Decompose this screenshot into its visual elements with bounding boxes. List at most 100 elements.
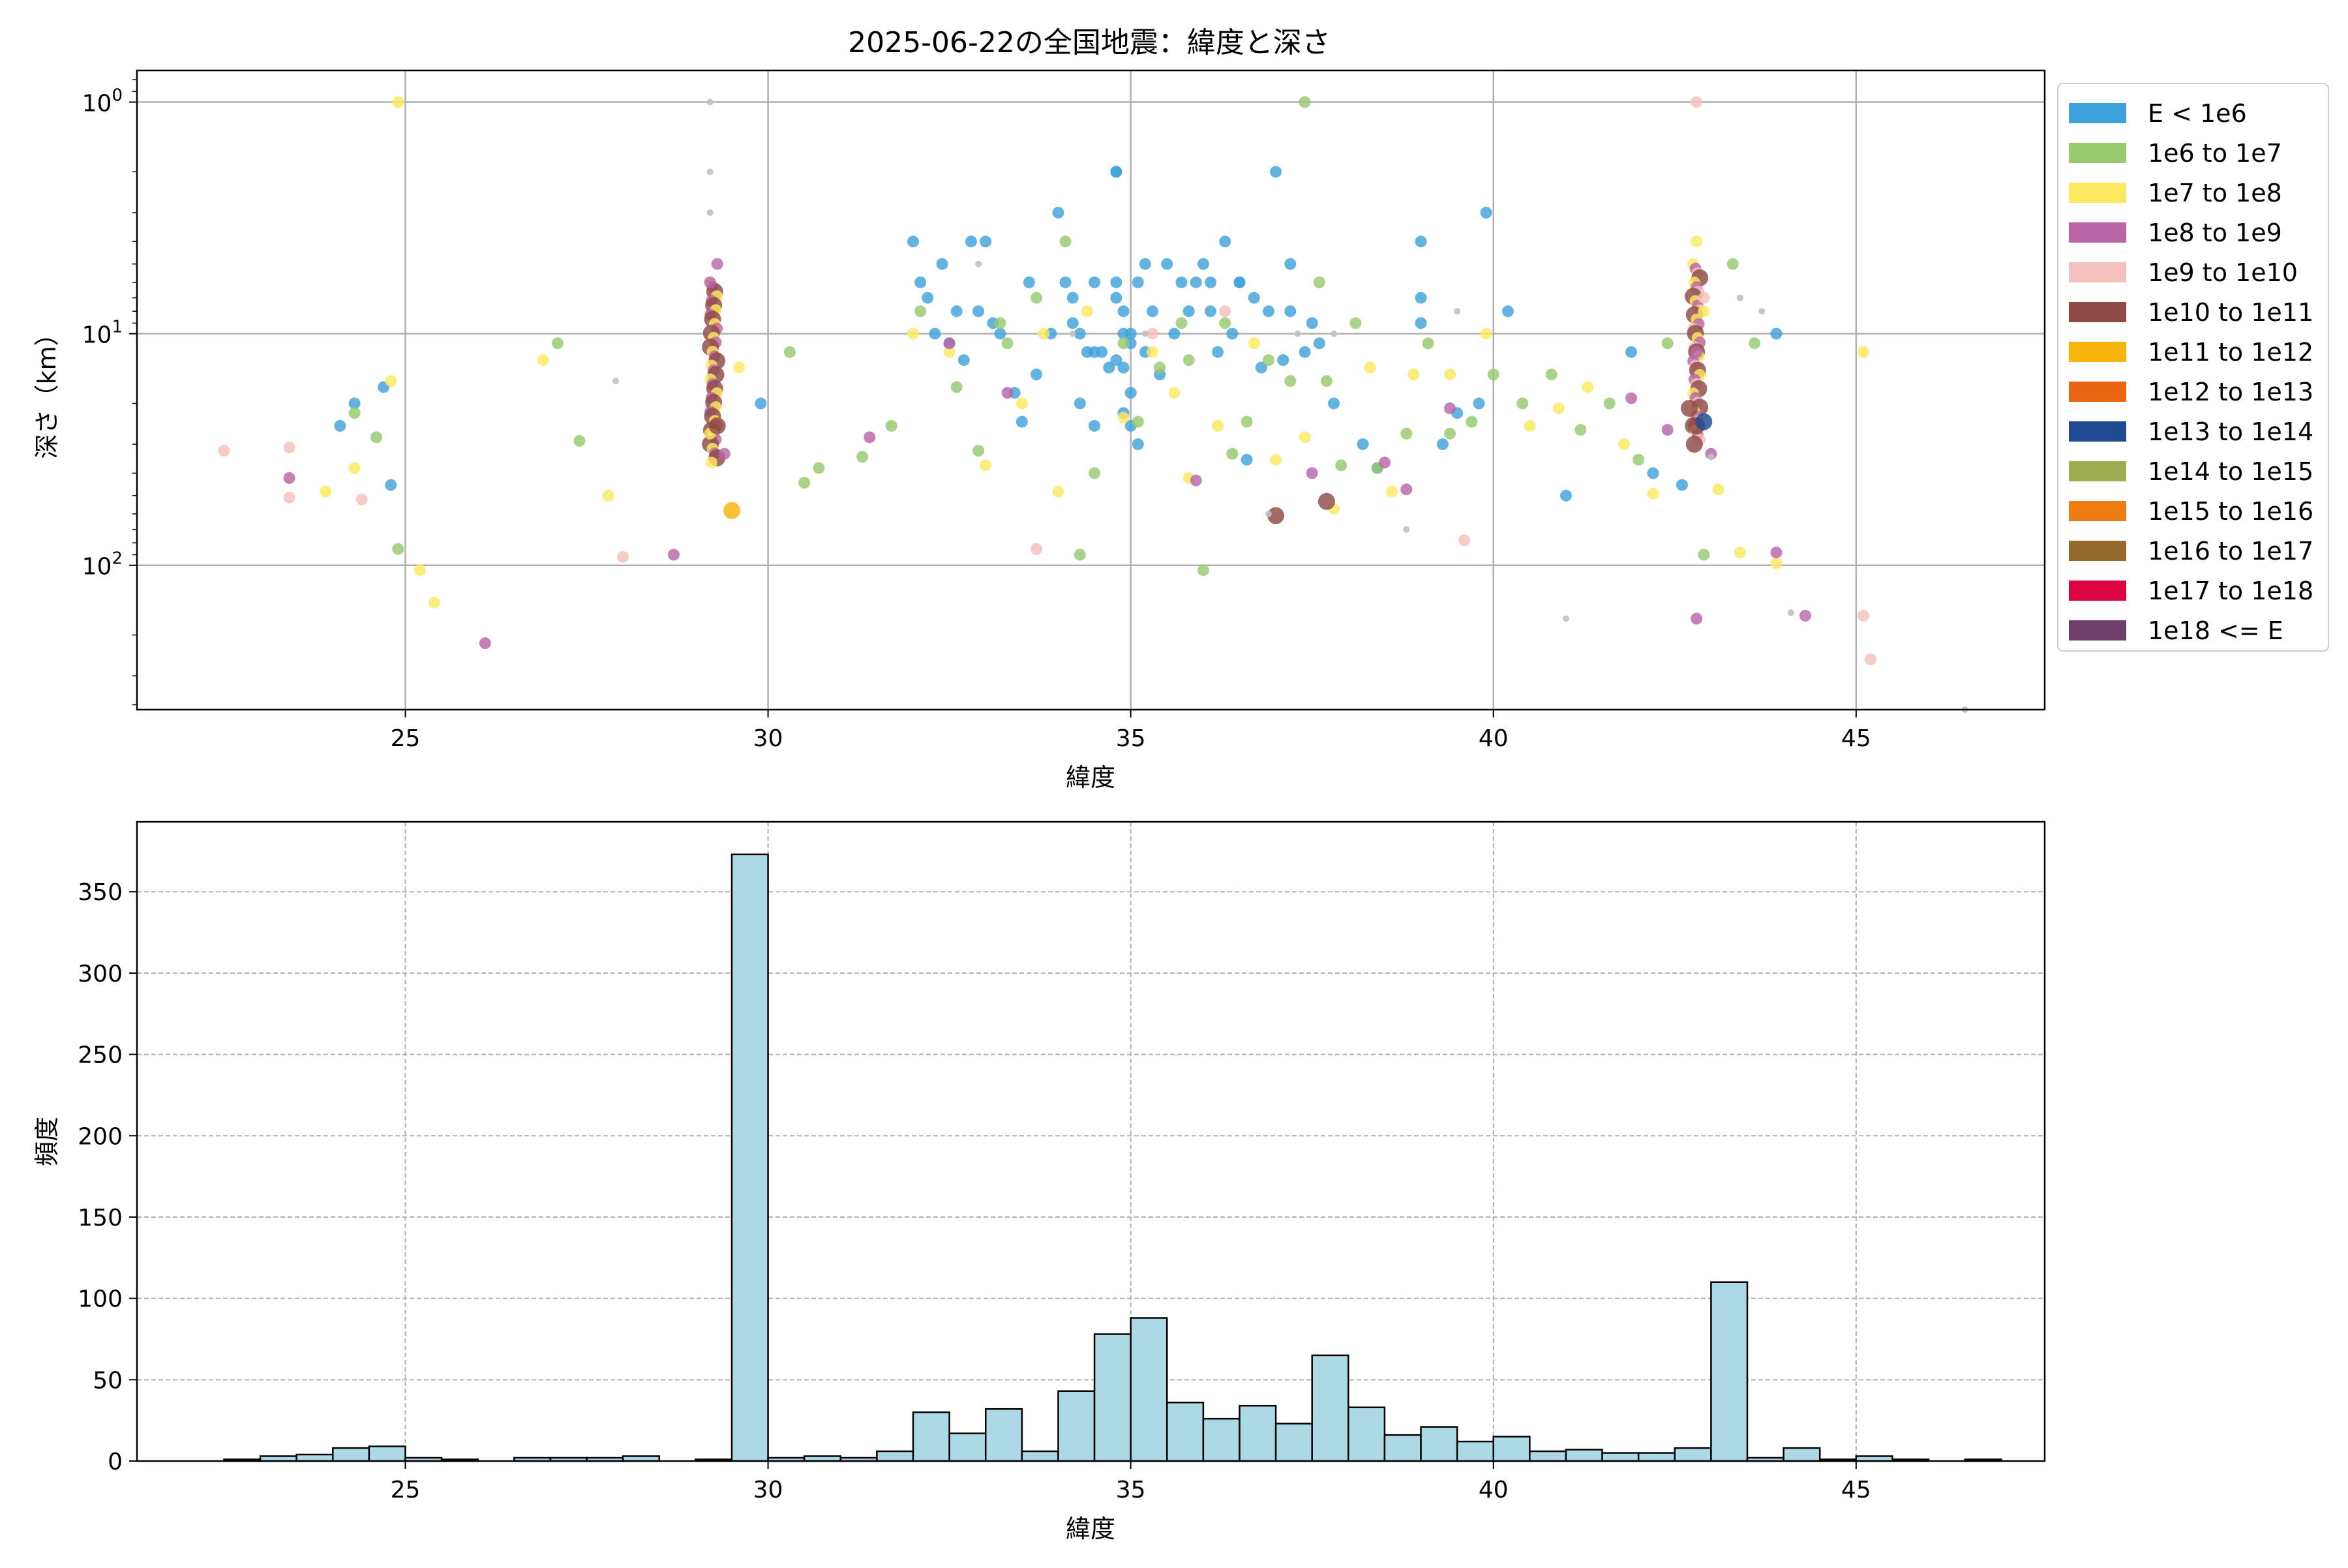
scatter-point <box>980 235 992 248</box>
legend-label: 1e7 to 1e8 <box>2148 179 2282 207</box>
scatter-point <box>218 444 230 457</box>
scatter-point <box>1618 438 1630 451</box>
scatter-point <box>1066 292 1079 304</box>
legend-swatch <box>2069 183 2126 203</box>
scatter-point <box>914 276 927 288</box>
scatter-point <box>1770 546 1783 558</box>
scatter-point <box>914 305 927 318</box>
scatter-point <box>1212 346 1224 358</box>
scatter-point <box>1647 467 1659 479</box>
scatter-point <box>617 550 629 563</box>
scatter-point <box>1685 436 1703 453</box>
scatter-point <box>1633 453 1645 466</box>
scatter-point <box>1313 337 1325 350</box>
scatter-point <box>936 258 948 270</box>
scatter-point <box>1422 337 1434 350</box>
scatter-point <box>1219 235 1231 248</box>
scatter-point <box>552 337 564 350</box>
histogram-bar <box>1021 1450 1059 1462</box>
histogram-bar <box>1783 1447 1821 1462</box>
histogram-bar <box>1601 1452 1640 1462</box>
scatter-point <box>602 489 614 502</box>
scatter-point <box>1320 375 1332 387</box>
scatter-x-tick-label: 25 <box>391 725 421 752</box>
histogram-bar <box>1311 1354 1349 1462</box>
scatter-point <box>1695 413 1713 430</box>
scatter-point <box>1415 317 1427 329</box>
histogram-bar <box>1202 1417 1241 1462</box>
scatter-point <box>392 96 404 108</box>
scatter-point <box>798 477 811 489</box>
scatter-point <box>704 276 716 288</box>
scatter-point <box>980 459 992 472</box>
scatter-point <box>943 346 956 358</box>
scatter-point <box>1458 534 1471 547</box>
legend-swatch <box>2069 620 2126 641</box>
scatter-point <box>428 596 440 609</box>
scatter-point <box>370 431 383 444</box>
histogram-y-tick-label: 350 <box>78 879 123 906</box>
scatter-point <box>1436 438 1449 451</box>
scatter-point <box>1154 361 1166 374</box>
scatter-point <box>1466 415 1478 428</box>
scatter-point <box>1770 557 1783 569</box>
scatter-point <box>1001 337 1014 350</box>
histogram-y-axis-label: 頻度 <box>33 1117 61 1166</box>
scatter-point <box>1284 258 1297 270</box>
scatter-point <box>1168 327 1181 340</box>
scatter-point <box>1284 305 1297 318</box>
scatter-point <box>355 493 368 505</box>
scatter-point <box>1625 392 1638 404</box>
histogram-y-tick-label: 50 <box>93 1367 123 1394</box>
scatter-point <box>706 98 714 106</box>
scatter-point <box>573 434 586 447</box>
scatter-point <box>1758 308 1766 315</box>
scatter-point <box>907 327 920 340</box>
scatter-point <box>1031 292 1043 304</box>
histogram-bar <box>1456 1440 1495 1462</box>
scatter-point <box>1117 361 1130 374</box>
scatter-point <box>1069 330 1076 337</box>
scatter-point <box>1317 492 1335 510</box>
scatter-y-axis-label: 深さ（km） <box>33 321 61 459</box>
scatter-point <box>1799 609 1811 622</box>
scatter-point <box>1248 292 1260 304</box>
scatter-point <box>1066 317 1079 329</box>
scatter-point <box>1444 402 1456 415</box>
scatter-point <box>612 378 620 385</box>
scatter-point <box>929 327 941 340</box>
scatter-point <box>392 543 404 555</box>
scatter-point <box>1132 438 1144 451</box>
scatter-point <box>283 442 295 454</box>
histogram-bar <box>1166 1401 1205 1462</box>
legend-label: 1e6 to 1e7 <box>2148 139 2282 168</box>
histogram-bar <box>876 1450 914 1462</box>
scatter-point <box>755 397 767 410</box>
scatter-point <box>1661 337 1674 350</box>
scatter-point <box>283 472 295 484</box>
scatter-point <box>1016 415 1028 428</box>
scatter-point <box>957 354 970 367</box>
scatter-point <box>1219 317 1231 329</box>
histogram-bar <box>1130 1317 1168 1462</box>
scatter-point <box>1089 419 1101 432</box>
scatter-point <box>1364 361 1376 374</box>
scatter-point <box>1089 276 1101 288</box>
scatter-point <box>1074 397 1086 410</box>
scatter-point <box>994 317 1006 329</box>
scatter-point <box>1016 397 1028 410</box>
scatter-point <box>885 419 897 432</box>
scatter-point <box>1255 361 1267 374</box>
histogram-y-tick-label: 200 <box>78 1123 123 1150</box>
scatter-point <box>1168 387 1181 399</box>
legend-swatch <box>2069 143 2126 163</box>
scatter-point <box>1248 337 1260 350</box>
scatter-point <box>1726 258 1739 270</box>
legend-label: 1e11 to 1e12 <box>2148 338 2313 367</box>
scatter-point <box>1089 346 1101 358</box>
scatter-point <box>1501 305 1514 318</box>
scatter-point <box>1857 609 1869 622</box>
scatter-point <box>1182 354 1195 367</box>
legend-swatch <box>2069 461 2126 481</box>
legend-label: 1e13 to 1e14 <box>2148 417 2313 446</box>
